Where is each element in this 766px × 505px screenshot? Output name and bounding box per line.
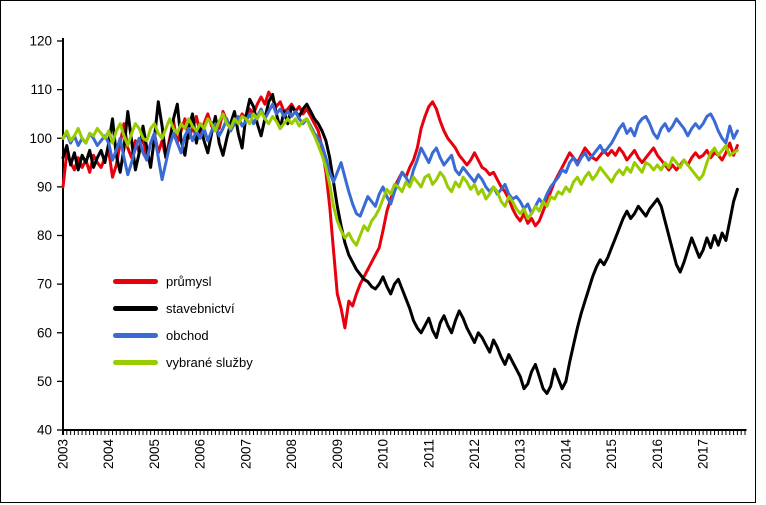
x-axis-label: 2010 xyxy=(376,439,391,469)
y-axis-label: 50 xyxy=(37,374,52,389)
legend: průmysl stavebnictví obchod vybrané služ… xyxy=(113,272,253,372)
x-axis-label: 2014 xyxy=(558,439,573,470)
x-axis-label: 2013 xyxy=(513,439,528,469)
series-line-3 xyxy=(61,110,739,247)
x-axis-label: 2006 xyxy=(193,439,208,469)
series-line-1 xyxy=(61,93,739,395)
x-axis-label: 2011 xyxy=(421,439,436,468)
x-axis-label: 2008 xyxy=(284,439,299,469)
y-axis: 120 110 100 90 80 70 60 50 40 xyxy=(29,34,63,438)
y-axis-label: 40 xyxy=(37,423,52,438)
legend-item-stavebnictvi: stavebnictví xyxy=(113,299,253,318)
x-axis-label: 2003 xyxy=(56,439,71,469)
legend-item-obchod: obchod xyxy=(113,326,253,345)
legend-line-sample-stavebnictvi xyxy=(113,306,158,311)
legend-item-prumysl: průmysl xyxy=(113,272,253,291)
x-axis-label: 2015 xyxy=(604,439,619,469)
y-axis-label: 110 xyxy=(30,82,52,97)
legend-label-stavebnictvi: stavebnictví xyxy=(166,301,235,316)
legend-item-vybrane-sluzby: vybrané služby xyxy=(113,353,253,372)
legend-label-prumysl: průmysl xyxy=(166,274,212,289)
x-axis-label: 2017 xyxy=(696,439,711,469)
y-axis-label: 100 xyxy=(29,131,52,146)
x-axis-label: 2016 xyxy=(650,439,665,469)
y-axis-label: 70 xyxy=(37,277,52,292)
legend-line-sample-obchod xyxy=(113,333,158,338)
x-axis-label: 2005 xyxy=(147,439,162,469)
legend-label-vybrane-sluzby: vybrané služby xyxy=(166,355,253,370)
x-axis-label: 2012 xyxy=(467,439,482,469)
y-axis-label: 80 xyxy=(37,228,52,243)
legend-line-sample-prumysl xyxy=(113,279,158,284)
x-axis: 2003 2004 2005 2006 2007 2008 2009 2010 2011 2012… xyxy=(56,430,746,469)
x-axis-label: 2009 xyxy=(330,439,345,469)
y-axis-label: 60 xyxy=(37,325,52,340)
legend-label-obchod: obchod xyxy=(166,328,209,343)
y-axis-label: 90 xyxy=(37,179,52,194)
series-line-2 xyxy=(61,102,739,218)
y-axis-label: 120 xyxy=(29,34,52,49)
legend-line-sample-vybrane-sluzby xyxy=(113,360,158,365)
x-axis-label: 2007 xyxy=(238,439,253,469)
x-axis-label: 2004 xyxy=(101,439,116,470)
